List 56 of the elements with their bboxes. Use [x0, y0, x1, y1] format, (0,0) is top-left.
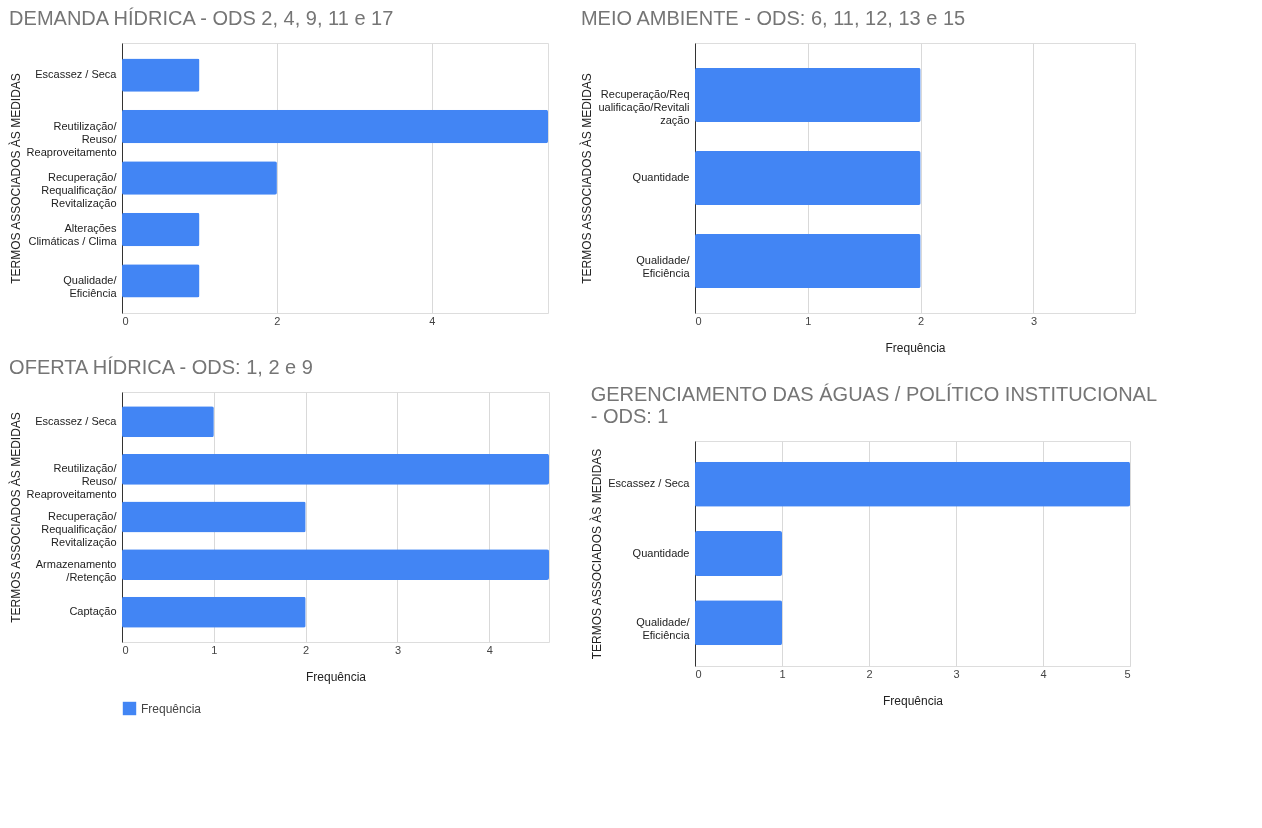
x-tick-label: 3	[1030, 314, 1038, 327]
y-tick-label: Qualidade/ Eficiência	[636, 254, 691, 280]
x-tick-label: 4	[1040, 667, 1047, 680]
y-tick-label: Escassez / Seca	[608, 477, 691, 490]
x-tick-label: 5	[1124, 667, 1131, 680]
x-tick-label: 1	[211, 643, 218, 656]
x-tick-label: 2	[303, 643, 310, 656]
y-tick-label: Recuperação/ Requalificação/ Revitalização	[41, 171, 118, 209]
y-tick-label: Escassez / Seca	[35, 414, 118, 427]
y-tick-label: Alterações Climáticas / Clima	[28, 222, 118, 248]
x-tick-label: 0	[695, 667, 702, 680]
bar	[122, 264, 200, 298]
chart-title: OFERTA HÍDRICA - ODS: 1, 2 e 9	[9, 356, 313, 378]
y-tick-label: Recuperação/Req ualificação/Revitali zação	[598, 87, 690, 126]
x-tick-label: 3	[394, 643, 402, 656]
y-tick-label: Armazenamento /Retenção	[35, 557, 117, 583]
y-tick-label: Captação	[69, 605, 117, 618]
chart-title: DEMANDA HÍDRICA - ODS 2, 4, 9, 11 e 17	[9, 7, 394, 29]
y-axis-title: TERMOS ASSOCIADOS ÀS MEDIDAS	[7, 73, 23, 284]
y-tick-label: Quantidade	[632, 546, 690, 559]
x-axis-title: Frequência	[305, 669, 367, 684]
y-tick-label: Quantidade	[632, 171, 690, 183]
x-tick-label: 1	[779, 667, 786, 680]
y-tick-label: Qualidade/ Eficiência	[636, 615, 691, 641]
y-axis-title: TERMOS ASSOCIADOS ÀS MEDIDAS	[589, 448, 605, 660]
x-tick-label: 4	[486, 643, 493, 656]
bar	[122, 109, 548, 144]
chart-title: MEIO AMBIENTE - ODS: 6, 11, 12, 13 e 15	[580, 7, 966, 29]
x-axis-title: Frequência	[885, 340, 946, 355]
y-tick-label: Reutilização/ Reuso/ Reaproveitamento	[26, 462, 118, 501]
bar	[122, 453, 549, 485]
bar	[122, 58, 200, 92]
chart-title: GERENCIAMENTO DAS ÁGUAS / POLÍTICO INSTITUCIONAL - ODS: 1	[590, 383, 1158, 427]
x-tick-label: 3	[953, 667, 960, 680]
y-axis-title: TERMOS ASSOCIADOS ÀS MEDIDAS	[579, 73, 595, 284]
bar	[122, 596, 306, 628]
x-tick-label: 2	[918, 314, 925, 327]
y-axis-title: TERMOS ASSOCIADOS ÀS MEDIDAS	[7, 412, 23, 623]
bar	[122, 406, 214, 438]
y-tick-label: Recuperação/ Requalificação/ Revitalização	[41, 510, 118, 548]
x-tick-label: 0	[695, 314, 702, 327]
x-tick-label: 0	[122, 643, 129, 656]
bar	[122, 212, 200, 247]
y-tick-label: Qualidade/ Eficiência	[63, 273, 118, 299]
x-axis-title: Frequência	[882, 693, 944, 708]
x-tick-label: 4	[429, 314, 436, 327]
legend-label: Frequência	[141, 701, 202, 716]
x-tick-label: 2	[274, 314, 281, 327]
bar	[122, 161, 277, 195]
bar	[122, 549, 549, 581]
y-tick-label: Reutilização/ Reuso/ Reaproveitamento	[26, 119, 118, 158]
y-tick-label: Escassez / Seca	[35, 68, 118, 81]
bar	[122, 501, 306, 533]
x-tick-label: 0	[122, 314, 129, 327]
x-tick-label: 1	[805, 314, 812, 327]
x-tick-label: 2	[866, 667, 873, 680]
